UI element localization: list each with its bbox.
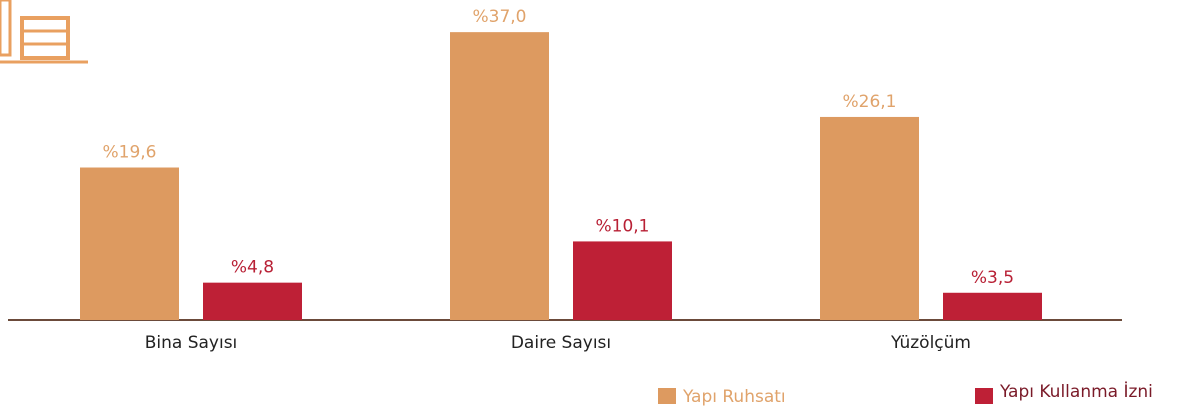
bar — [573, 241, 672, 320]
bar — [203, 282, 302, 320]
bar — [820, 116, 919, 320]
value-label: %3,5 — [971, 268, 1014, 288]
bar — [80, 167, 179, 320]
value-label: %37,0 — [472, 7, 526, 27]
value-label: %19,6 — [102, 143, 156, 163]
legend-label: Yapı Kullanma İzni — [999, 381, 1153, 402]
legend-swatch — [658, 388, 676, 404]
legend-swatch — [975, 388, 993, 404]
legend-label: Yapı Ruhsatı — [682, 387, 786, 407]
value-label: %26,1 — [842, 92, 896, 112]
x-tick-label: Yüzölçüm — [890, 333, 971, 353]
value-label: %4,8 — [231, 258, 274, 278]
x-tick-label: Bina Sayısı — [145, 333, 238, 353]
x-tick-label: Daire Sayısı — [511, 333, 611, 353]
bar — [450, 32, 549, 320]
bar — [943, 292, 1042, 320]
value-label: %10,1 — [595, 216, 649, 236]
logo-icon — [0, 0, 88, 64]
